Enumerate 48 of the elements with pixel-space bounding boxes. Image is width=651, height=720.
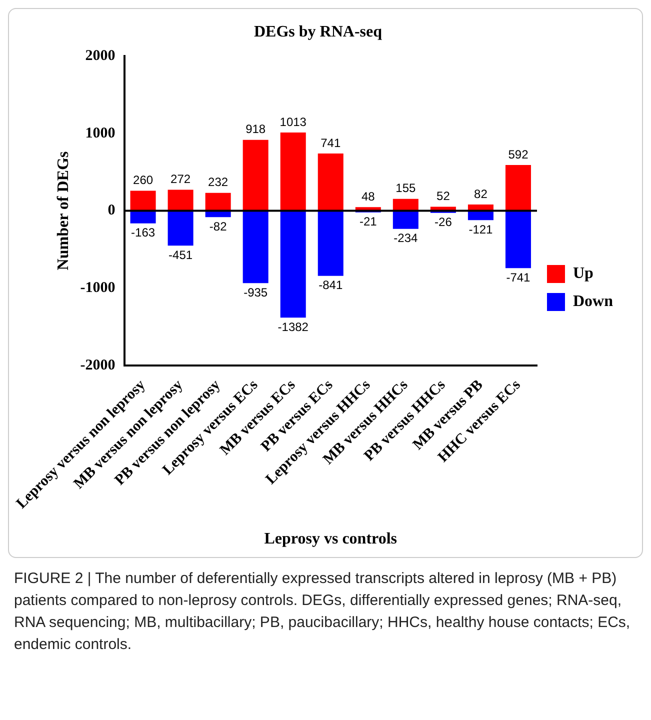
bar xyxy=(318,210,344,276)
chart-title: DEGs by RNA-seq xyxy=(254,24,382,41)
x-axis-title: Leprosy vs controls xyxy=(264,530,398,548)
data-label: -841 xyxy=(318,278,343,292)
bar xyxy=(168,190,194,211)
caption: FIGURE 2 | The number of deferentially expressed transcripts altered in leprosy (MB + PB) patients compared to non-leprosy controls. DEGs, differentially expressed genes; RNA-seq, RNA sequencing; MB, multibacillary; PB, paucibacillary; HHCs, healthy house contacts; ECs, endemic controls. xyxy=(14,569,632,655)
data-label: -163 xyxy=(131,226,156,240)
data-label: 1013 xyxy=(280,114,307,129)
bar xyxy=(205,192,231,211)
data-label: 260 xyxy=(133,173,154,188)
y-tick-label: 0 xyxy=(108,202,116,219)
data-label: 232 xyxy=(208,175,228,190)
bar xyxy=(505,165,531,211)
y-tick-label: 1000 xyxy=(85,125,116,142)
y-tick-label: -2000 xyxy=(80,357,116,374)
bar xyxy=(130,210,156,224)
data-label: -741 xyxy=(506,270,531,284)
bar xyxy=(392,210,418,229)
bar xyxy=(242,140,268,211)
data-label: 741 xyxy=(320,136,341,150)
bar xyxy=(280,132,306,211)
data-label: 918 xyxy=(246,122,266,136)
y-axis-title: Number of DEGs xyxy=(54,151,72,270)
data-label: -234 xyxy=(394,231,418,246)
data-label: 48 xyxy=(361,189,376,204)
data-label: -26 xyxy=(434,215,452,230)
data-label: 155 xyxy=(396,181,416,196)
bar xyxy=(280,210,306,318)
data-label: -935 xyxy=(244,285,268,300)
legend-label: Up xyxy=(572,265,594,282)
bar xyxy=(168,210,194,246)
y-tick-label: -1000 xyxy=(80,280,116,296)
bar xyxy=(130,190,156,211)
data-label: 82 xyxy=(474,186,488,201)
data-label: -82 xyxy=(209,219,228,234)
data-label: -121 xyxy=(468,222,494,236)
y-tick-label: 2000 xyxy=(85,48,116,64)
bar xyxy=(505,210,531,268)
legend-label: Down xyxy=(572,293,614,310)
data-label: 52 xyxy=(436,189,450,204)
data-label: -21 xyxy=(359,214,378,229)
data-label: -1382 xyxy=(278,320,309,334)
data-label: 272 xyxy=(170,172,191,186)
bar xyxy=(392,198,418,211)
bar xyxy=(318,154,344,211)
data-label: 592 xyxy=(508,147,529,162)
bar xyxy=(242,210,268,284)
data-label: -451 xyxy=(168,248,193,262)
